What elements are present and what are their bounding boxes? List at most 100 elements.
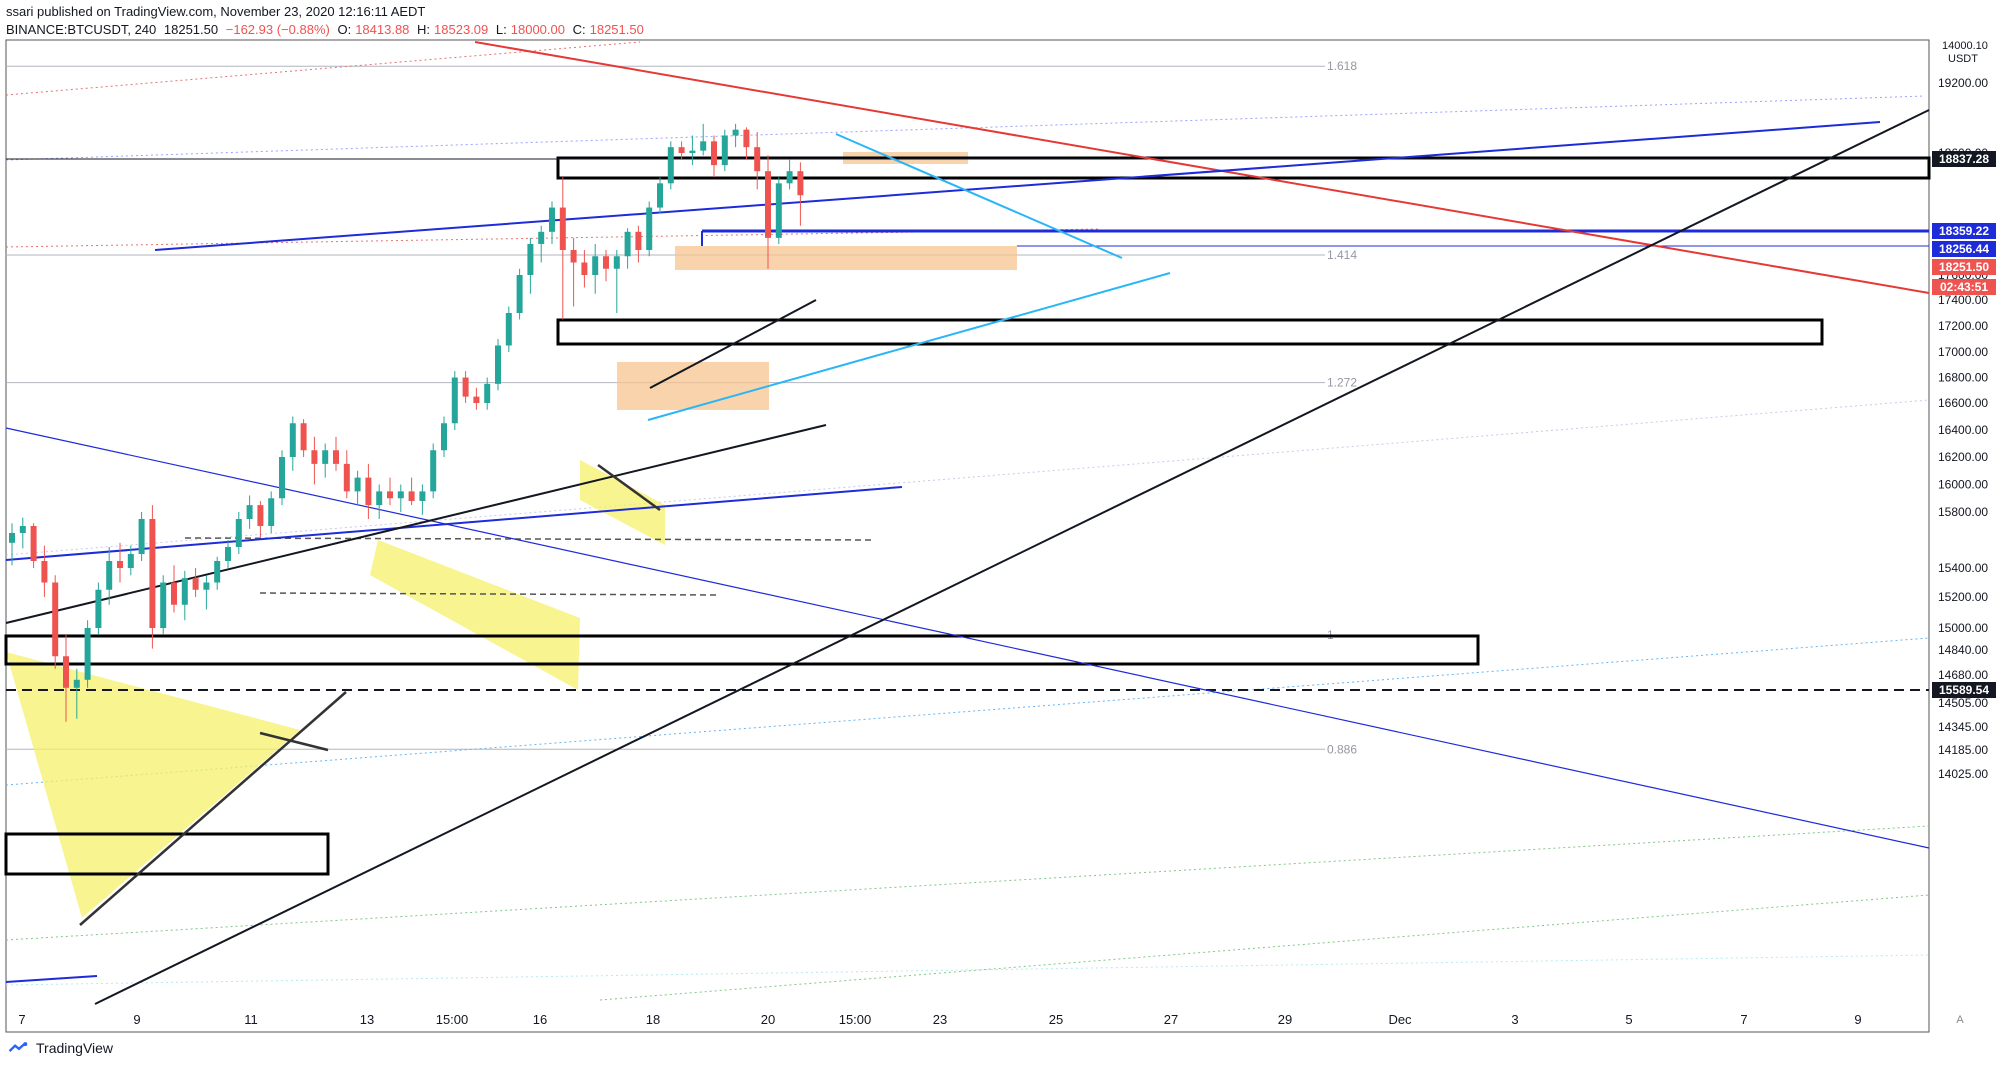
candle-body [624,231,631,257]
time-tick-label: 27 [1164,1012,1178,1027]
price-tick-label: 16200.00 [1938,450,1988,464]
price-change: −162.93 (−0.88%) [225,22,330,37]
price-badge-label: 18256.44 [1939,242,1989,256]
price-axis-top-label: 14000.10 [1942,40,1988,52]
candle-body [559,207,566,250]
candle-body [311,450,318,464]
time-tick-label: 9 [133,1012,140,1027]
support-box-bottom[interactable] [4,832,330,876]
candle-body [300,423,307,451]
price-tick-label: 15400.00 [1938,561,1988,575]
time-tick-label: 7 [18,1012,25,1027]
candle-body [570,250,577,263]
candle-body [495,345,501,384]
resistance-box-top[interactable] [556,156,1931,180]
candle-body [408,491,415,501]
candle-body [732,129,739,136]
black-trend-line-2[interactable] [649,299,817,389]
black-wedge-support[interactable] [79,691,347,926]
orange-zone-low[interactable] [617,362,769,410]
footer: TradingView [8,1040,113,1056]
red-downtrend-line[interactable] [474,41,1930,294]
price-tick-label: 14840.00 [1938,643,1988,657]
price-tick-label: 16000.00 [1938,478,1988,492]
candle-body [9,533,15,543]
candle-body [322,450,329,464]
candle-body [30,526,37,561]
dotted-channel-line-3[interactable] [5,825,1930,941]
candle-body [549,207,555,232]
time-axis[interactable]: 7 9 11 13 15:00 16 18 20 15:00 23 25 27 29 Dec 3 5 7 9 A [18,1012,1964,1027]
candle-body [192,578,199,590]
cyan-uptrend-line[interactable] [647,272,1171,421]
black-trend-line-1[interactable] [5,424,827,624]
yellow-flag-pattern[interactable] [370,540,580,690]
orange-zone-mid[interactable] [675,246,1017,270]
low-value: 18000.00 [510,22,565,37]
dotted-channel-line-2[interactable] [5,637,1930,786]
time-tick-label: 18 [646,1012,660,1027]
blue-short-line[interactable] [5,975,98,983]
candle-body [603,256,609,269]
candle-body [754,147,761,172]
auto-scale-button[interactable]: A [1956,1014,1964,1026]
dashed-level-1[interactable] [184,537,876,541]
price-tick-label: 14185.00 [1938,743,1988,757]
dotted-red-channel-line[interactable] [5,41,641,96]
price-badge-label: 02:43:51 [1940,280,1988,294]
dotted-blue-channel-line[interactable] [5,95,1926,161]
cyan-downtrend-line[interactable] [835,133,1123,259]
blue-downtrend-line[interactable] [5,427,1930,849]
candle-body [354,477,361,492]
support-box-low[interactable] [4,634,1480,666]
dashed-level-2[interactable] [259,592,719,596]
candle-body [246,505,253,519]
candle-body [419,491,426,501]
black-uptrend-line[interactable] [94,109,1930,1005]
candle-body [52,582,59,657]
candle-body [667,147,674,184]
candle-body [711,141,717,166]
price-tick-label: 16400.00 [1938,423,1988,437]
price-tick-label: 15800.00 [1938,505,1988,519]
candle-body [635,231,642,250]
black-wedge-break[interactable] [259,731,329,752]
support-box-mid[interactable] [556,318,1824,346]
price-tick-label: 17200.00 [1938,319,1988,333]
dotted-channel-line-4[interactable] [5,954,1930,986]
currency-label: USDT [1948,53,1978,65]
candle-body [257,505,264,526]
price-axis[interactable]: 14000.10USDT19200.0018600.0017800.001760… [1938,40,1988,781]
candle-body [581,262,588,275]
candle-body [235,519,242,547]
candle-body [149,519,156,628]
candle-body [451,377,458,424]
candle-body [797,171,804,196]
yellow-triangle-pattern[interactable] [6,652,300,918]
yellow-small-flag-pattern[interactable] [580,460,665,545]
candle-body [41,561,48,583]
fib-level-label: 1.618 [1327,59,1357,73]
candle-body [181,578,188,605]
fib-level-label: 1.414 [1327,248,1357,262]
time-tick-label: 3 [1511,1012,1518,1027]
price-tick-label: 17000.00 [1938,345,1988,359]
candle-body [397,491,404,499]
candle-body [657,183,663,208]
price-badge [1932,279,1996,295]
candles-layer [9,123,804,722]
dotted-channel-line-1[interactable] [5,399,1930,556]
dotted-channel-line-5[interactable] [599,894,1930,1001]
candle-body [138,519,145,554]
close-label: C: [572,22,586,37]
candle-body [127,554,134,568]
candle-body [538,231,545,244]
black-flag-line[interactable] [597,463,661,512]
blue-channel-upper-line[interactable] [154,121,1881,251]
candle-body [765,171,771,238]
candle-body [268,498,275,526]
candle-body [203,582,210,590]
candle-body [613,256,620,269]
